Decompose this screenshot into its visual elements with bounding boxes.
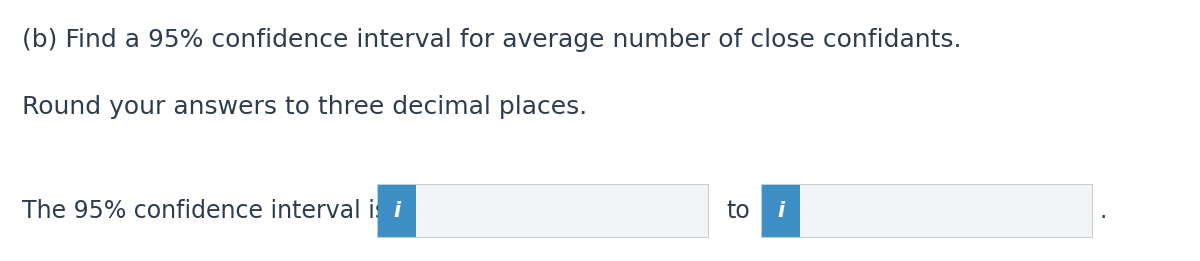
Bar (800, 185, 1092, 237)
Text: (b) Find a 95% confidence interval for average number of close confidants.: (b) Find a 95% confidence interval for a… (22, 28, 961, 52)
Text: Round your answers to three decimal places.: Round your answers to three decimal plac… (22, 95, 587, 119)
Bar (762, 185, 800, 237)
Text: i: i (394, 201, 401, 221)
Text: i: i (778, 201, 785, 221)
Bar (378, 185, 416, 237)
Text: to: to (726, 199, 750, 223)
Bar (378, 185, 708, 237)
Text: .: . (1100, 199, 1108, 223)
Text: The 95% confidence interval is: The 95% confidence interval is (22, 199, 388, 223)
Bar (762, 185, 1092, 237)
Bar (416, 185, 708, 237)
